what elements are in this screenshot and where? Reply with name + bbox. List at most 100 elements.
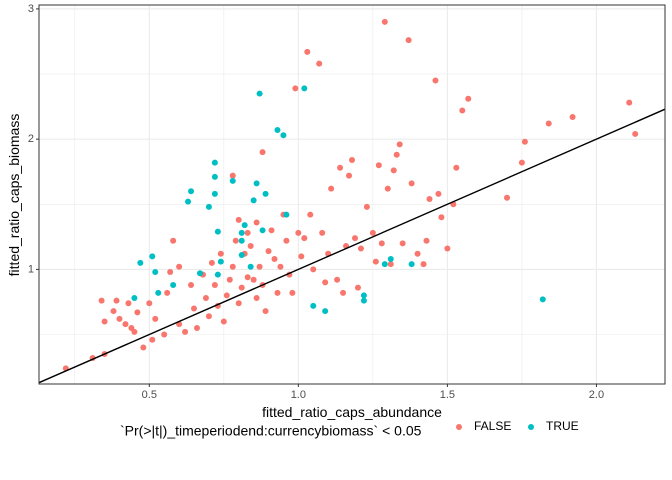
data-point-false — [363, 203, 370, 210]
data-point-false — [268, 227, 275, 234]
data-point-true — [408, 261, 415, 268]
data-point-false — [149, 336, 156, 343]
data-point-false — [262, 308, 269, 315]
data-point-true — [247, 263, 254, 270]
data-point-false — [152, 315, 159, 322]
data-point-false — [372, 258, 379, 265]
data-point-false — [426, 196, 433, 203]
y-tick-label: 2 — [28, 133, 34, 145]
data-point-false — [208, 259, 215, 266]
data-point-false — [346, 172, 353, 179]
data-point-true — [205, 203, 212, 210]
data-point-true — [131, 295, 138, 302]
data-point-false — [247, 242, 254, 249]
data-point-false — [256, 263, 263, 270]
data-point-true — [360, 292, 367, 299]
data-point-false — [351, 235, 358, 242]
data-point-false — [223, 292, 230, 299]
data-point-false — [438, 214, 445, 221]
data-point-false — [319, 229, 326, 236]
y-tick-label: 3 — [28, 3, 34, 15]
x-tick-label: 1.0 — [291, 389, 306, 401]
data-point-true — [539, 296, 546, 303]
data-point-false — [116, 315, 123, 322]
data-point-false — [110, 308, 117, 315]
data-point-true — [301, 85, 308, 92]
grid-minor — [39, 5, 665, 384]
data-point-false — [289, 289, 296, 296]
data-point-false — [316, 60, 323, 67]
data-point-false — [170, 237, 177, 244]
data-point-false — [408, 180, 415, 187]
x-tick-label: 1.5 — [440, 389, 455, 401]
data-point-false — [387, 261, 394, 268]
data-point-false — [232, 237, 239, 244]
data-point-false — [253, 219, 260, 226]
data-point-true — [137, 259, 144, 266]
data-point-false — [390, 167, 397, 174]
data-point-false — [277, 263, 284, 270]
data-point-true — [387, 255, 394, 262]
data-point-false — [253, 295, 260, 302]
y-tick-label: 1 — [28, 263, 34, 275]
data-point-false — [188, 282, 195, 289]
data-point-false — [161, 331, 168, 338]
data-point-false — [518, 159, 525, 166]
legend-title: `Pr(>|t|)_timeperiodend:currencybiomass`… — [120, 423, 422, 439]
data-point-false — [521, 138, 528, 145]
legend-key-false — [456, 424, 462, 430]
data-point-false — [399, 240, 406, 247]
data-point-true — [262, 190, 269, 197]
data-point-false — [337, 164, 344, 171]
data-point-true — [283, 211, 290, 218]
data-point-false — [167, 268, 174, 275]
data-point-false — [122, 321, 129, 328]
data-point-false — [292, 85, 299, 92]
data-point-true — [214, 271, 221, 278]
scatter-points — [62, 18, 639, 372]
data-point-false — [220, 318, 227, 325]
data-point-false — [444, 245, 451, 252]
data-point-false — [134, 309, 141, 316]
data-point-false — [328, 185, 335, 192]
data-point-false — [235, 216, 242, 223]
data-point-true — [196, 270, 203, 277]
data-point-true — [241, 222, 248, 229]
x-tick-label: 0.5 — [142, 389, 157, 401]
data-point-false — [217, 250, 224, 257]
data-point-false — [140, 344, 147, 351]
data-point-false — [259, 149, 266, 156]
data-point-false — [432, 77, 439, 84]
data-point-false — [307, 211, 314, 218]
data-point-false — [375, 162, 382, 169]
data-point-false — [453, 164, 460, 171]
data-point-false — [632, 130, 639, 137]
grid-major — [39, 5, 665, 384]
data-point-true — [250, 197, 257, 204]
data-point-false — [244, 274, 251, 281]
data-point-false — [244, 229, 251, 236]
data-point-false — [98, 297, 105, 304]
legend: `Pr(>|t|)_timeperiodend:currencybiomass`… — [120, 419, 579, 439]
data-point-true — [238, 252, 245, 259]
data-point-false — [164, 289, 171, 296]
data-point-false — [226, 276, 233, 283]
data-point-false — [381, 18, 388, 25]
data-point-true — [322, 308, 329, 315]
data-point-true — [280, 132, 287, 139]
x-axis-title: fitted_ratio_caps_abundance — [262, 404, 442, 420]
data-point-false — [182, 328, 189, 335]
data-point-true — [214, 228, 221, 235]
data-point-true — [211, 159, 218, 166]
data-point-false — [357, 245, 364, 252]
data-point-false — [202, 295, 209, 302]
data-point-false — [369, 229, 376, 236]
data-point-false — [393, 151, 400, 158]
data-point-false — [569, 114, 576, 121]
data-point-false — [295, 229, 302, 236]
data-point-true — [238, 237, 245, 244]
x-axis-ticks: 0.5 1.0 1.5 2.0 — [142, 384, 604, 401]
data-point-true — [217, 258, 224, 265]
data-point-false — [322, 279, 329, 286]
data-point-false — [238, 284, 245, 291]
